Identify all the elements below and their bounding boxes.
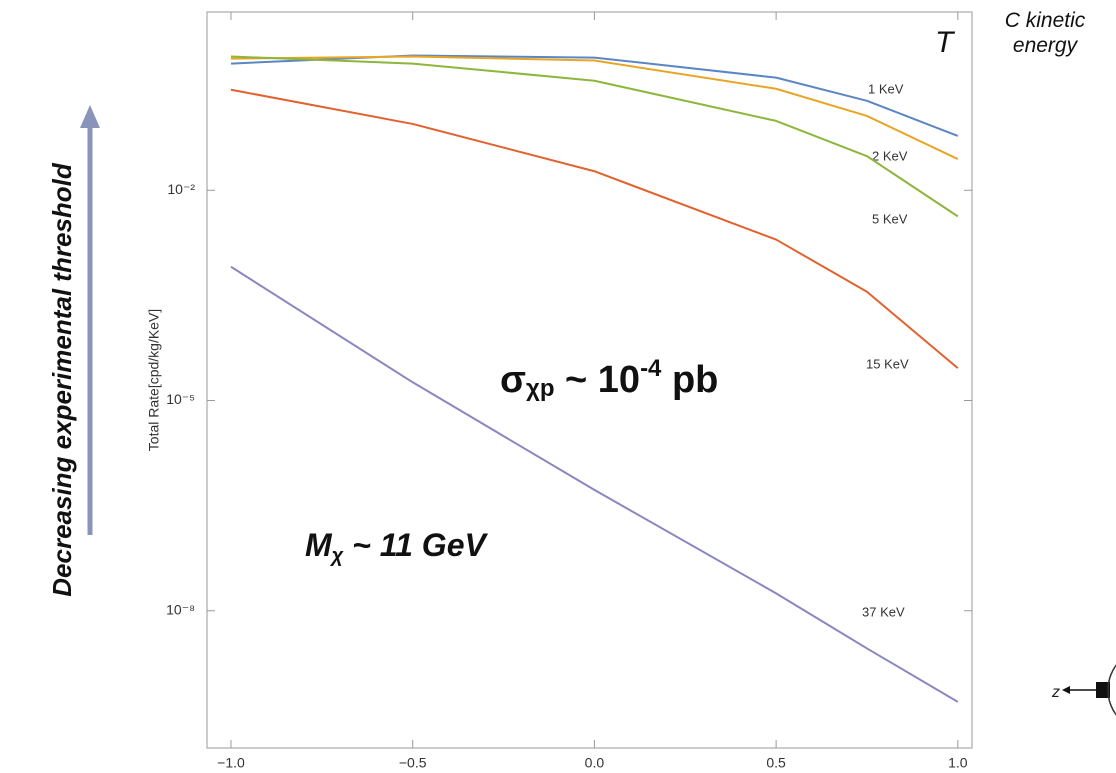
series-label: 37 KeV (862, 604, 905, 619)
series-label: 2 KeV (872, 148, 908, 163)
x-tick-label: −0.5 (399, 755, 427, 771)
series-label: 15 KeV (866, 356, 909, 371)
series-line (230, 88, 959, 369)
x-tick-label: 1.0 (948, 755, 968, 771)
series-line (230, 265, 959, 703)
mass-end: ~ 11 GeV (343, 527, 488, 563)
y-tick-label: 10⁻⁵ (166, 391, 195, 407)
cs-mid: ~ 10 (554, 359, 640, 401)
series-label: 1 KeV (868, 81, 904, 96)
cs-end: pb (661, 359, 718, 401)
x-tick-label: 0.0 (585, 755, 605, 771)
series-line (230, 54, 959, 137)
plot-frame (206, 11, 973, 749)
icon-label: z (1051, 684, 1060, 701)
y-tick-label: 10⁻⁸ (166, 601, 195, 617)
icon-block (1096, 682, 1110, 698)
cs-sub: χp (526, 375, 554, 402)
side-note: Decreasing experimental threshold (47, 162, 77, 597)
series-line (230, 55, 959, 218)
series-label: 5 KeV (872, 211, 908, 226)
corner-label: T (935, 26, 956, 59)
icon-circle (1107, 664, 1116, 716)
cs-sup: -4 (640, 355, 662, 382)
series-line (230, 55, 959, 160)
corner-note: C kinetic energy (1004, 9, 1086, 57)
x-tick-label: −1.0 (217, 755, 245, 771)
mass-base: M (305, 527, 333, 563)
x-tick-label: 0.5 (766, 755, 786, 771)
y-tick-label: 10⁻² (167, 181, 195, 197)
cross-section-label: σχp ~ 10-4 pb (500, 355, 718, 402)
y-axis-label: Total Rate[cpd/kg/KeV] (146, 309, 162, 451)
mass-label: Mχ ~ 11 GeV (305, 527, 488, 567)
threshold-arrow-head (80, 105, 100, 128)
mass-sub: χ (330, 545, 345, 567)
cs-base: σ (500, 359, 526, 401)
icon-arrow-head (1062, 686, 1070, 694)
